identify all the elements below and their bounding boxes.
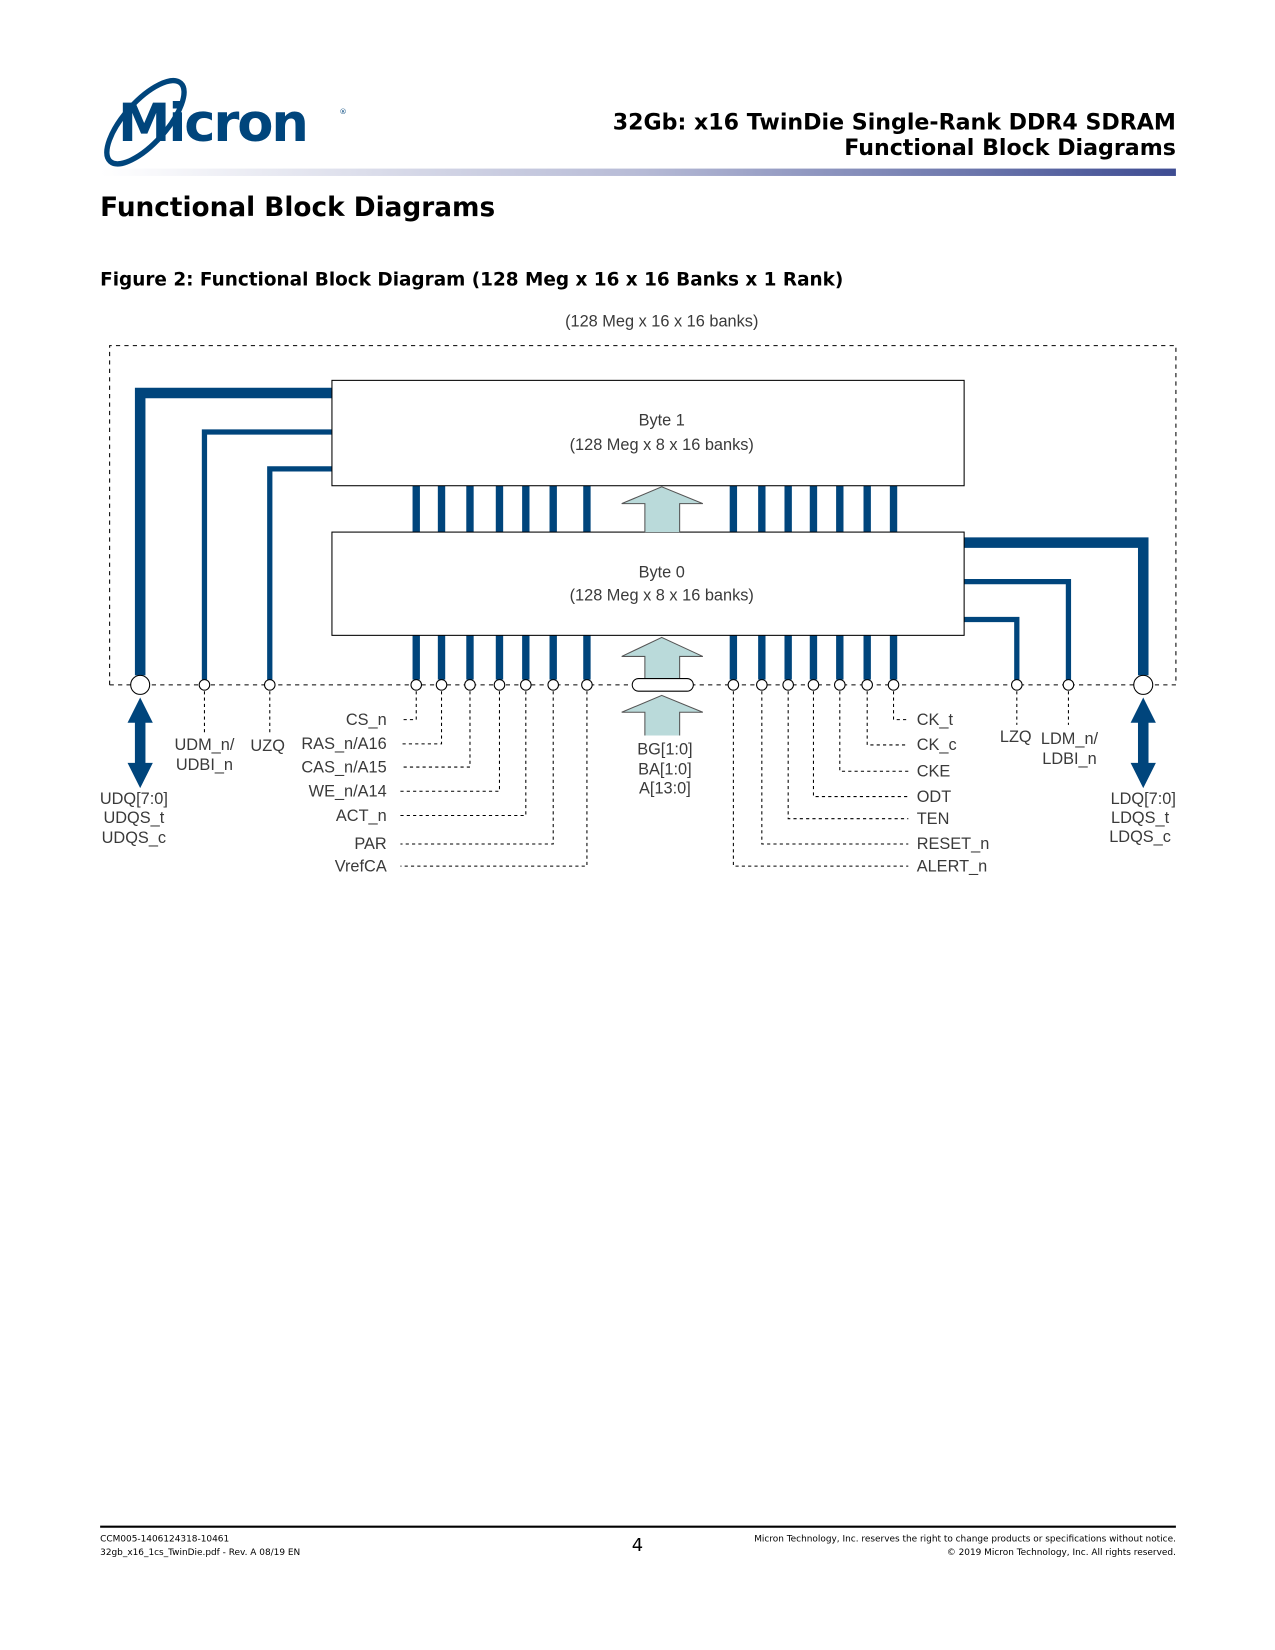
signal-node xyxy=(410,679,423,691)
address-bus-node xyxy=(631,678,694,692)
ldqs-t-label: LDQS_t xyxy=(1111,809,1170,827)
signal-trace xyxy=(812,691,909,798)
udm-node xyxy=(198,679,211,691)
address-arrow-byte0 xyxy=(621,636,704,680)
header-divider xyxy=(100,168,1176,176)
signal-node xyxy=(807,679,820,691)
udm-label: UDM_n/ xyxy=(175,736,235,754)
udq-node xyxy=(130,674,151,695)
signal-node xyxy=(887,679,900,691)
ldm-node xyxy=(1062,679,1075,691)
lzq-bus xyxy=(964,616,1020,680)
udqs-c-label: UDQS_c xyxy=(102,829,166,847)
left-signal-label: VrefCA xyxy=(335,857,387,875)
signal-node xyxy=(861,679,873,691)
address-label-bg: BG[1:0] xyxy=(637,740,692,758)
byte1-name: Byte 1 xyxy=(639,412,685,430)
signal-trace xyxy=(400,691,527,817)
left-signal-label: CAS_n/A15 xyxy=(301,758,386,776)
signal-trace xyxy=(400,691,417,721)
lzq-node xyxy=(1011,679,1023,691)
signal-trace xyxy=(400,691,443,745)
left-signal-label: ACT_n xyxy=(336,807,387,825)
footer-doc-id: CCM005-1406124318-10461 xyxy=(100,1534,229,1544)
page-number: 4 xyxy=(632,1535,643,1556)
micron-logo: Micron ® xyxy=(104,77,347,167)
ldq-node xyxy=(1133,674,1154,695)
signal-node xyxy=(756,679,768,691)
ldq-label: LDQ[7:0] xyxy=(1111,790,1176,808)
udbi-label: UDBI_n xyxy=(176,756,233,774)
signal-trace xyxy=(866,691,909,746)
signal-node xyxy=(520,679,532,691)
signal-trace xyxy=(400,691,471,768)
byte0-name: Byte 0 xyxy=(639,563,685,581)
footer-notice: Micron Technology, Inc. reserves the rig… xyxy=(754,1534,1176,1544)
signal-node xyxy=(834,679,846,691)
signal-trace xyxy=(893,691,909,721)
signal-node xyxy=(727,679,740,691)
signal-node xyxy=(435,679,448,691)
ldqs-c-label: LDQS_c xyxy=(1109,828,1171,846)
right-signal-label: RESET_n xyxy=(917,835,990,853)
right-signal-label: TEN xyxy=(917,810,950,828)
byte1-org: (128 Meg x 8 x 16 banks) xyxy=(570,436,754,454)
right-signal-label: CKE xyxy=(917,763,951,781)
signal-trace xyxy=(732,691,909,867)
uzq-node xyxy=(263,679,276,691)
left-signal-label: CS_n xyxy=(346,711,387,729)
header-title: 32Gb: x16 TwinDie Single-Rank DDR4 SDRAM xyxy=(613,110,1176,136)
device-label: (128 Meg x 16 x 16 banks) xyxy=(565,313,758,331)
right-signal-label: CK_c xyxy=(917,736,957,754)
signal-node xyxy=(782,679,794,691)
uzq-label: UZQ xyxy=(250,737,284,755)
udq-bus xyxy=(134,387,332,676)
right-signal-label: ALERT_n xyxy=(917,857,988,875)
signal-node xyxy=(581,679,593,691)
address-arrow-inter-die xyxy=(621,486,704,533)
signal-trace xyxy=(400,691,500,792)
footer-file: 32gb_x16_1cs_TwinDie.pdf - Rev. A 08/19 … xyxy=(100,1548,300,1558)
byte0-org: (128 Meg x 8 x 16 banks) xyxy=(570,587,754,605)
lzq-label: LZQ xyxy=(1000,728,1032,746)
uzq-bus xyxy=(267,466,332,680)
left-signal-label: WE_n/A14 xyxy=(309,783,387,801)
svg-text:®: ® xyxy=(339,107,346,116)
header-subtitle: Functional Block Diagrams xyxy=(844,135,1176,161)
udq-bidirectional-arrow-icon xyxy=(127,697,153,789)
footer-copyright: © 2019 Micron Technology, Inc. All right… xyxy=(947,1548,1176,1558)
left-signal-label: RAS_n/A16 xyxy=(301,735,386,753)
ldbi-label: LDBI_n xyxy=(1042,750,1096,768)
ldm-bus xyxy=(964,578,1072,680)
signal-node xyxy=(547,679,560,691)
signal-trace xyxy=(761,691,909,845)
signal-node xyxy=(464,679,476,691)
signal-node xyxy=(493,679,506,691)
signal-trace xyxy=(400,691,554,845)
ldm-label: LDM_n/ xyxy=(1041,730,1099,748)
svg-text:Micron: Micron xyxy=(118,93,307,154)
byte0-block xyxy=(331,531,965,636)
address-arrow-input xyxy=(621,694,704,736)
signal-trace xyxy=(400,691,588,867)
figure-caption: Figure 2: Functional Block Diagram (128 … xyxy=(100,270,843,291)
address-label-ba: BA[1:0] xyxy=(638,760,692,778)
device-boundary xyxy=(109,345,1177,685)
address-label-a: A[13:0] xyxy=(639,779,691,797)
udqs-t-label: UDQS_t xyxy=(103,809,164,827)
udm-bus xyxy=(201,429,332,680)
left-signal-label: PAR xyxy=(354,835,387,853)
signal-trace xyxy=(839,691,909,772)
signal-trace xyxy=(787,691,909,820)
ldq-bus xyxy=(964,537,1149,676)
right-signal-label: ODT xyxy=(917,788,951,806)
byte1-block xyxy=(331,379,965,487)
right-signal-label: CK_t xyxy=(917,711,954,729)
section-title: Functional Block Diagrams xyxy=(100,193,495,223)
ldq-bidirectional-arrow-icon xyxy=(1130,697,1156,789)
udq-label: UDQ[7:0] xyxy=(100,790,168,808)
functional-block-diagram: (128 Meg x 16 x 16 banks) Byte 1 (128 Me… xyxy=(100,313,1177,875)
